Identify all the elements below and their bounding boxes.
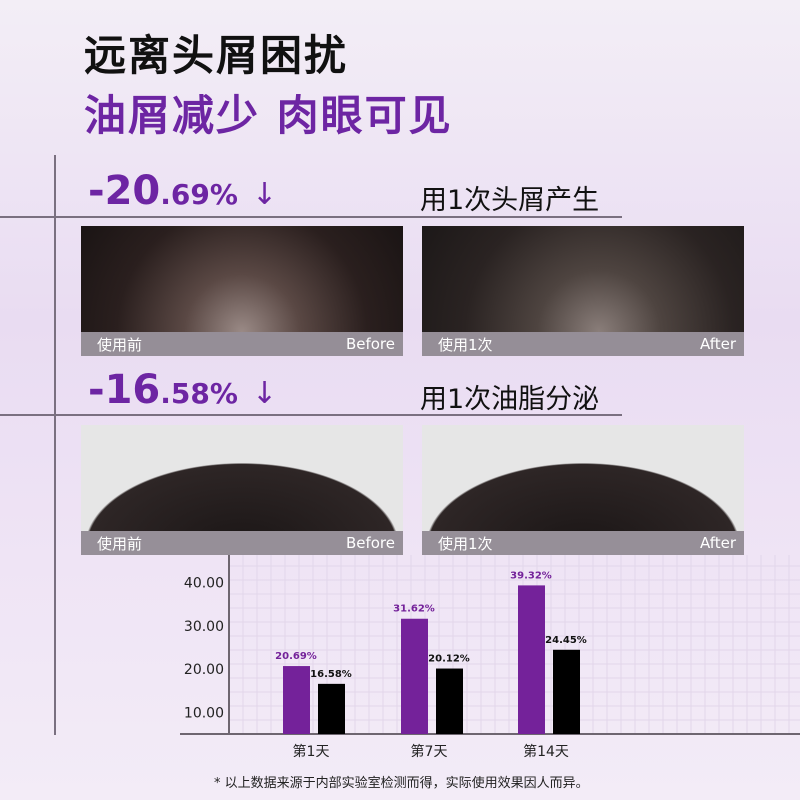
data-label: 39.32% (510, 570, 552, 581)
before-photo-dandruff: 使用前 Before (81, 226, 403, 356)
y-tick-label: 20.00 (184, 662, 224, 678)
headline: 远离头屑困扰 (84, 31, 349, 80)
frame-line (54, 155, 56, 735)
bar (283, 666, 310, 734)
dandruff-caption: 用1次头屑产生 (420, 185, 600, 216)
bar (318, 683, 345, 734)
bar (436, 668, 463, 734)
data-label: 20.69% (275, 651, 317, 662)
bar (518, 585, 545, 734)
x-tick-label: 第1天 (293, 743, 330, 760)
subheadline: 油屑减少 肉眼可见 (84, 91, 453, 140)
bar (553, 649, 580, 734)
down-arrow-icon: ↓ (251, 376, 277, 411)
data-label: 31.62% (393, 604, 435, 615)
data-label: 24.45% (545, 635, 587, 646)
after-photo-oil: 使用1次 After (422, 425, 744, 555)
data-label: 16.58% (310, 669, 352, 680)
y-tick-label: 30.00 (184, 619, 224, 635)
divider (0, 216, 622, 218)
down-arrow-icon: ↓ (251, 177, 277, 212)
y-tick-label: 10.00 (184, 705, 224, 721)
x-tick-label: 第7天 (411, 743, 448, 760)
footnote: * 以上数据来源于内部实验室检测而得，实际使用效果因人而异。 (214, 776, 589, 791)
x-tick-label: 第14天 (523, 743, 569, 760)
after-photo-dandruff: 使用1次 After (422, 226, 744, 356)
dandruff-reduction: -20.69% ↓ (88, 168, 277, 214)
divider (0, 414, 622, 416)
oil-caption: 用1次油脂分泌 (420, 384, 600, 415)
bar-chart: 10.00 20.00 30.00 40.00 第1天 20.69% 16.58% 第7天 31… (180, 555, 800, 760)
bar (401, 618, 428, 734)
data-label: 20.12% (428, 654, 470, 665)
oil-reduction: -16.58% ↓ (88, 367, 277, 413)
y-tick-label: 40.00 (184, 575, 224, 591)
before-photo-oil: 使用前 Before (81, 425, 403, 555)
